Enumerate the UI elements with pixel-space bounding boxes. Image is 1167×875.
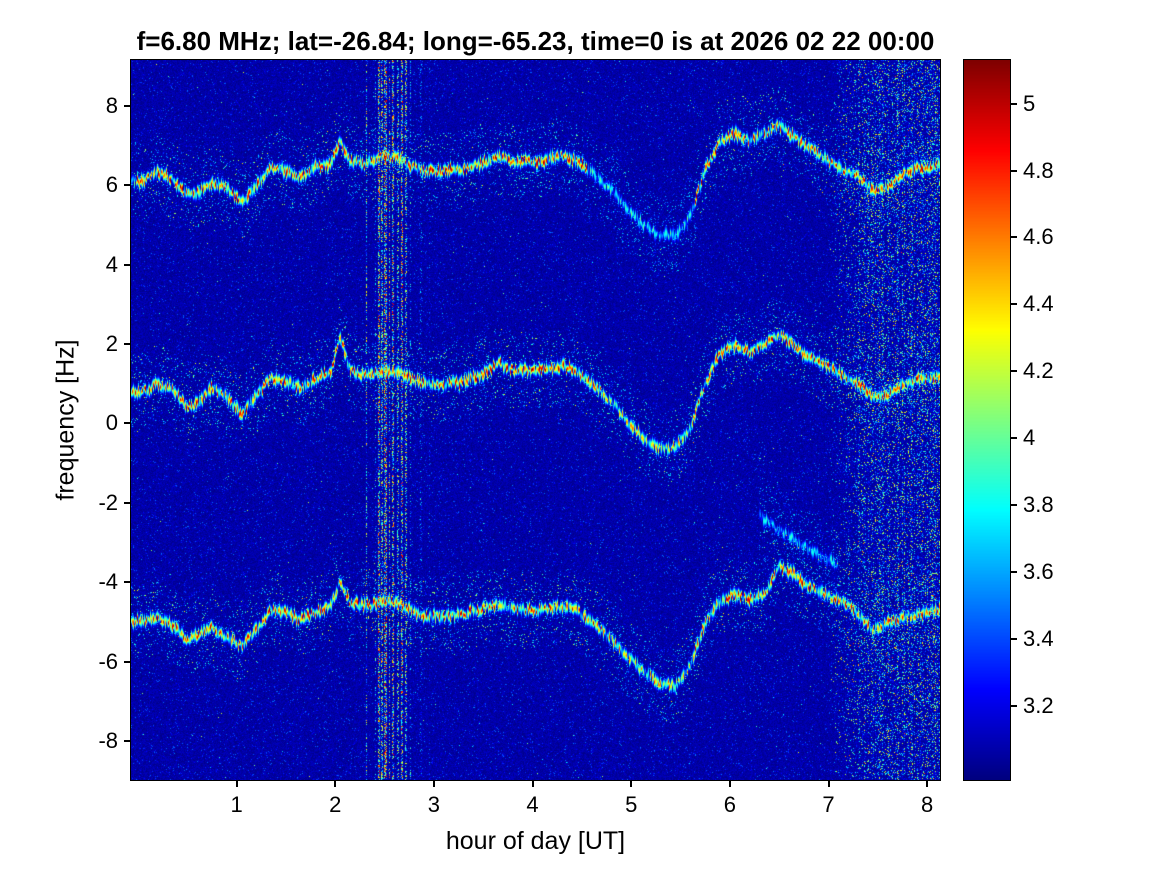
y-tick-mark: [124, 342, 130, 345]
y-tick-label: -6: [98, 648, 118, 674]
y-tick-mark: [124, 104, 130, 107]
colorbar-tick-mark: [1011, 370, 1017, 373]
colorbar-tick-mark: [1011, 437, 1017, 440]
y-tick-mark: [124, 263, 130, 266]
x-tick-label: 3: [427, 792, 440, 817]
colorbar-tick-label: 4: [1023, 425, 1036, 451]
y-tick-label: 4: [105, 251, 118, 277]
x-tick-mark: [630, 781, 633, 787]
colorbar-tick-mark: [1011, 102, 1017, 105]
y-tick-mark: [124, 660, 130, 663]
colorbar-tick-mark: [1011, 705, 1017, 708]
colorbar-tick-mark: [1011, 236, 1017, 239]
x-tick-mark: [334, 781, 337, 787]
x-tick-mark: [531, 781, 534, 787]
x-tick-label: 4: [526, 792, 539, 817]
colorbar-tick-label: 3.4: [1023, 626, 1054, 652]
x-tick-label: 5: [625, 792, 638, 817]
y-tick-mark: [124, 501, 130, 504]
x-tick-mark: [728, 781, 731, 787]
colorbar-tick-label: 5: [1023, 90, 1036, 116]
colorbar-tick-label: 3.2: [1023, 693, 1054, 719]
y-tick-label: 8: [105, 92, 118, 118]
y-tick-label: -8: [98, 728, 118, 754]
x-tick-label: 7: [822, 792, 835, 817]
plot-area: [130, 59, 941, 781]
y-tick-label: -4: [98, 569, 118, 595]
x-tick-mark: [432, 781, 435, 787]
colorbar-tick-mark: [1011, 303, 1017, 306]
y-tick-mark: [124, 184, 130, 187]
colorbar-canvas: [964, 60, 1010, 780]
colorbar-tick-mark: [1011, 571, 1017, 574]
colorbar-tick-label: 4.6: [1023, 224, 1054, 250]
x-axis-label: hour of day [UT]: [445, 827, 626, 855]
y-tick-label: -2: [98, 489, 118, 515]
x-tick-label: 2: [329, 792, 342, 817]
y-tick-label: 0: [105, 410, 118, 436]
colorbar-tick-label: 3.6: [1023, 559, 1054, 585]
x-tick-mark: [827, 781, 830, 787]
spectrogram-canvas: [131, 60, 940, 780]
x-tick-label: 8: [921, 792, 934, 817]
y-tick-mark: [124, 422, 130, 425]
colorbar-tick-label: 4.4: [1023, 291, 1054, 317]
colorbar: [963, 59, 1011, 781]
colorbar-tick-label: 3.8: [1023, 492, 1054, 518]
colorbar-tick-mark: [1011, 169, 1017, 172]
colorbar-tick-label: 4.8: [1023, 157, 1054, 183]
figure-title: f=6.80 MHz; lat=-26.84; long=-65.23, tim…: [136, 26, 935, 56]
y-tick-label: 6: [105, 172, 118, 198]
colorbar-tick-mark: [1011, 638, 1017, 641]
x-tick-label: 1: [230, 792, 243, 817]
colorbar-tick-mark: [1011, 504, 1017, 507]
x-tick-mark: [926, 781, 929, 787]
colorbar-tick-label: 4.2: [1023, 358, 1054, 384]
y-tick-mark: [124, 581, 130, 584]
x-tick-mark: [235, 781, 238, 787]
x-tick-label: 6: [723, 792, 736, 817]
y-tick-mark: [124, 740, 130, 743]
y-tick-label: 2: [105, 330, 118, 356]
